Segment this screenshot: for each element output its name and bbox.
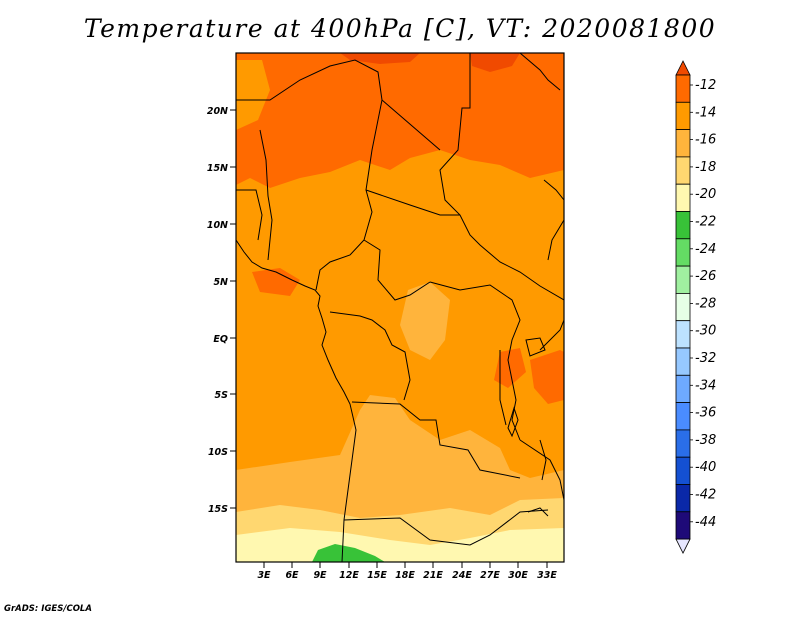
map-title: Temperature at 400hPa [C], VT: 202008180…: [83, 14, 717, 43]
legend-swatch: [675, 292, 691, 322]
legend-swatch: [675, 511, 691, 540]
legend-swatch: [675, 238, 691, 267]
legend-swatch: [675, 129, 691, 158]
lon-tick-label: 33E: [537, 570, 557, 581]
lon-tick-label: 9E: [313, 570, 327, 581]
legend-label: -38: [695, 433, 716, 448]
lon-tick-label: 3E: [257, 570, 271, 581]
legend-label: -28: [695, 296, 716, 311]
legend-label: -18: [695, 160, 716, 175]
legend-label: -16: [695, 133, 716, 148]
legend-label: -42: [695, 488, 716, 503]
legend-label: -20: [695, 187, 716, 202]
legend-arrow-bottom: [675, 538, 691, 554]
lat-tick-label: 10N: [207, 220, 228, 231]
lon-tick-label: 6E: [285, 570, 299, 581]
lat-tick-label: EQ: [213, 334, 228, 345]
lat-tick-label: 15S: [208, 504, 228, 515]
legend-swatch: [675, 320, 691, 349]
lat-tick-label: 5N: [213, 277, 228, 288]
temperature-field: [236, 53, 564, 562]
lon-tick-label: 18E: [395, 570, 415, 581]
legend-label: -14: [695, 105, 716, 120]
legend-swatch: [675, 429, 691, 458]
lon-tick-label: 30E: [508, 570, 528, 581]
lon-tick-label: 12E: [339, 570, 359, 581]
legend-label: -40: [695, 460, 716, 475]
legend-swatch: [675, 456, 691, 485]
legend-label: -12: [695, 78, 716, 93]
legend-swatch: [675, 211, 691, 240]
legend-swatch: [675, 265, 691, 294]
map-frame: [235, 52, 565, 563]
footer-credit: GrADS: IGES/COLA: [4, 604, 92, 614]
legend-swatch: [675, 101, 691, 131]
legend-label: -30: [695, 324, 716, 339]
legend-label: -36: [695, 406, 716, 421]
longitude-axis: [263, 562, 548, 568]
legend-label: -22: [695, 215, 716, 230]
legend-label: -24: [695, 242, 716, 257]
legend-label: -32: [695, 351, 716, 366]
legend-label: -34: [695, 378, 716, 393]
legend-swatch: [675, 74, 691, 103]
lon-tick-label: 21E: [423, 570, 443, 581]
lon-tick-label: 24E: [452, 570, 472, 581]
legend-swatch: [675, 402, 691, 431]
legend-label: -26: [695, 269, 716, 284]
country-borders: [236, 53, 564, 562]
legend-arrow-top: [675, 60, 691, 76]
lat-tick-label: 20N: [207, 106, 228, 117]
legend-swatch: [675, 156, 691, 185]
legend-swatch: [675, 374, 691, 403]
legend-label: -44: [695, 515, 716, 530]
latitude-axis: [230, 109, 236, 509]
lat-tick-label: 5S: [215, 390, 229, 401]
lat-tick-label: 10S: [208, 447, 228, 458]
lon-tick-label: 15E: [367, 570, 387, 581]
legend-swatch: [675, 484, 691, 513]
lon-tick-label: 27E: [480, 570, 500, 581]
legend-swatch: [675, 183, 691, 212]
lat-tick-label: 15N: [207, 163, 228, 174]
legend-swatch: [675, 347, 691, 376]
color-legend: -12 -14 -16 -18 -20 -22 -24 -26 -28 -30 -32 -34 -36 -…: [675, 60, 716, 554]
